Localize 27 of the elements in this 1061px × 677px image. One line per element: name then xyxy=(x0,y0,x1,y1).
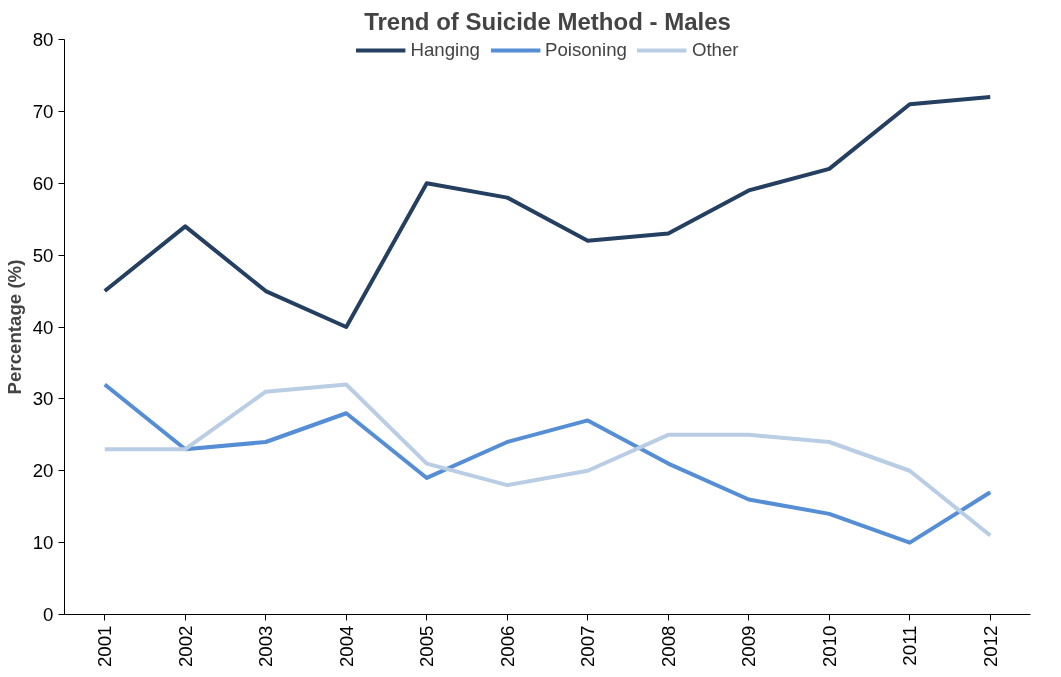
x-tick-label: 2003 xyxy=(255,625,277,667)
x-tick-label: 2008 xyxy=(657,625,679,667)
y-tick-label: 80 xyxy=(32,29,54,50)
x-tick-label: 2011 xyxy=(899,625,921,666)
x-tick-label: 2012 xyxy=(979,625,1001,667)
x-tick-label: 2006 xyxy=(496,625,518,667)
x-tick-label: 2009 xyxy=(738,625,760,667)
x-tick-label: 2002 xyxy=(174,625,196,667)
x-tick-label: 2007 xyxy=(577,625,599,667)
y-tick-label: 10 xyxy=(32,532,54,554)
y-tick-label: 70 xyxy=(32,100,54,122)
chart-title: Trend of Suicide Method - Males xyxy=(364,7,731,35)
y-tick-label: 30 xyxy=(32,388,54,410)
x-tick-label: 2005 xyxy=(416,625,438,667)
y-tick-label: 50 xyxy=(32,244,54,266)
x-tick-label: 2010 xyxy=(818,625,840,667)
x-tick-label: 2001 xyxy=(94,625,116,667)
legend-label: Poisoning xyxy=(544,39,627,61)
y-tick-label: 20 xyxy=(32,460,54,482)
x-tick-label: 2004 xyxy=(335,625,357,667)
y-axis-title: Percentage (%) xyxy=(3,259,25,395)
legend-label: Hanging xyxy=(410,39,480,61)
legend-label: Other xyxy=(691,39,739,61)
line-series xyxy=(102,95,993,329)
y-tick-label: 60 xyxy=(32,172,54,194)
y-tick-label: 40 xyxy=(32,316,54,338)
y-tick-label: 0 xyxy=(43,604,54,625)
